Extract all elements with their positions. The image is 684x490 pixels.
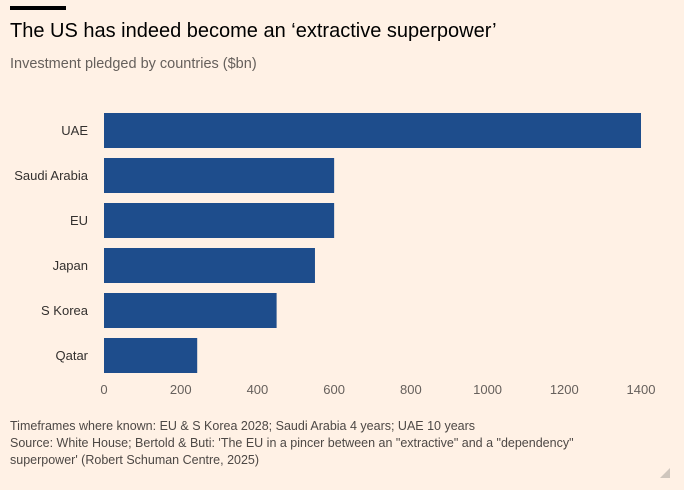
- x-tick-label: 200: [170, 382, 192, 397]
- x-tick-label: 400: [247, 382, 269, 397]
- bar-uae: [104, 113, 641, 148]
- bars-group: [104, 113, 641, 373]
- bar-s-korea: [104, 293, 277, 328]
- x-tick-label: 1000: [473, 382, 502, 397]
- bar-qatar: [104, 338, 198, 373]
- category-label: EU: [70, 213, 88, 228]
- x-tick-label: 1400: [627, 382, 656, 397]
- source-line-1: Source: White House; Bertold & Buti: 'Th…: [10, 436, 574, 450]
- bar-saudi-arabia: [104, 158, 335, 193]
- category-label: Saudi Arabia: [14, 168, 88, 183]
- title-rule: [10, 6, 66, 10]
- x-tick-label: 1200: [550, 382, 579, 397]
- category-label: Qatar: [55, 348, 88, 363]
- chart-subtitle: Investment pledged by countries ($bn): [10, 56, 257, 72]
- category-label: Japan: [53, 258, 88, 273]
- x-tick-label: 0: [100, 382, 107, 397]
- category-label: S Korea: [41, 303, 89, 318]
- bar-japan: [104, 248, 315, 283]
- x-tick-label: 600: [323, 382, 345, 397]
- category-labels: UAE Saudi Arabia EU Japan S Korea Qatar: [14, 123, 88, 363]
- chart-notes: Timeframes where known: EU & S Korea 202…: [10, 418, 650, 469]
- chart-title: The US has indeed become an ‘extractive …: [10, 20, 497, 42]
- source-line-2: superpower' (Robert Schuman Centre, 2025…: [10, 453, 260, 467]
- category-label: UAE: [61, 123, 88, 138]
- timeframe-note: Timeframes where known: EU & S Korea 202…: [10, 419, 476, 433]
- resize-grip-icon[interactable]: [660, 468, 670, 478]
- bar-eu: [104, 203, 335, 238]
- x-tick-label: 800: [400, 382, 422, 397]
- x-axis-ticks: 0 200 400 600 800 1000 1200 1400: [100, 382, 655, 397]
